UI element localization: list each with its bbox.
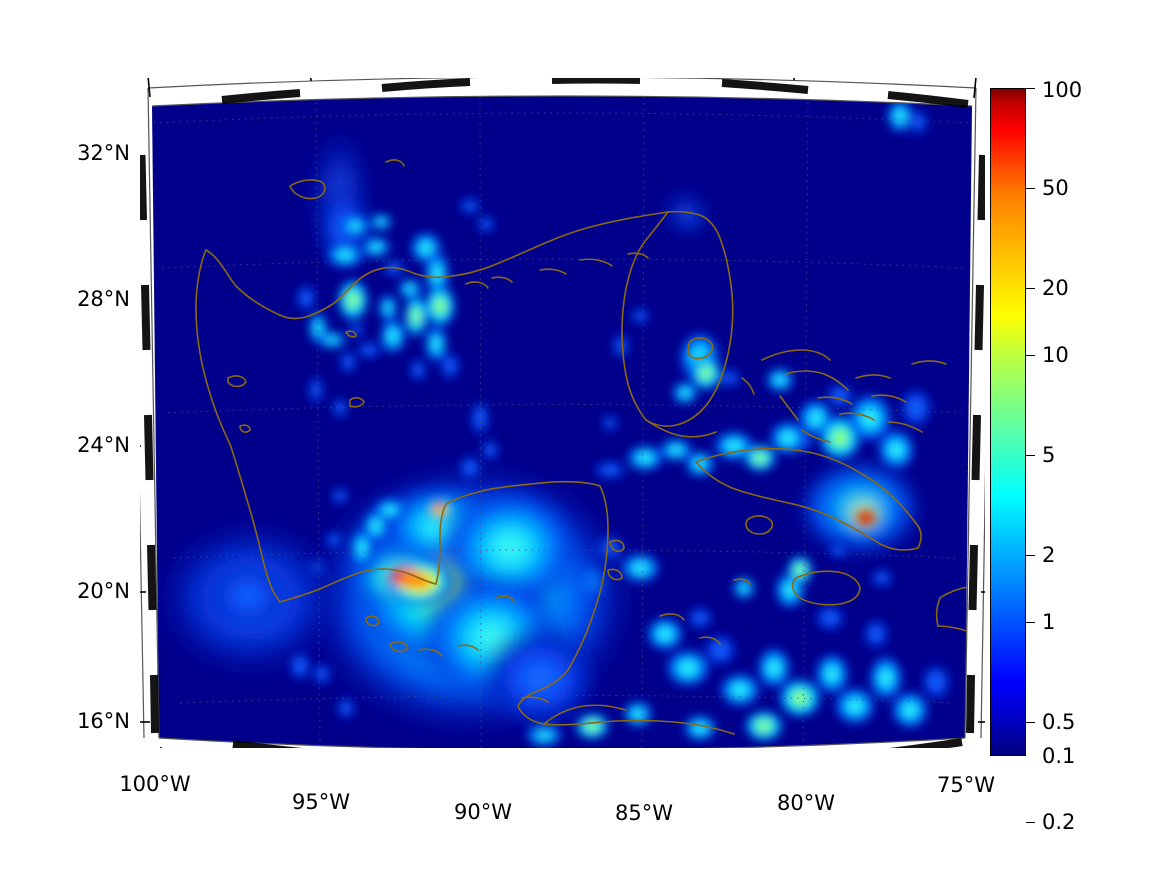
hotspot-gulf-speckles [295,197,496,419]
lon-tick-label-100W: 100°W [119,772,191,796]
hotspot-jamaica [686,541,894,630]
lat-tick-label-32N: 32°N [77,141,130,165]
colorbar-tick-1 [1026,622,1035,623]
hotspot-western-gulf-core [206,562,290,630]
colorbar-label-2: 2 [1042,543,1056,567]
colorbar-tick-20 [1026,288,1035,289]
colorbar-tick-2 [1026,555,1035,556]
hotspot-minor-cells [288,398,619,720]
map-data-layer [152,96,972,748]
lat-tick-label-28N: 28°N [77,287,130,311]
lon-tick-label-90W: 90°W [454,800,512,824]
colorbar-label-10: 10 [1042,343,1069,367]
colorbar-label-01: 0.1 [1042,744,1076,768]
hotspot-southern-cuba-core [857,511,875,525]
hotspot-yucatan-shelf [420,488,600,730]
lat-tick-label-16N: 16°N [77,709,130,733]
lon-tick-label-95W: 95°W [292,790,350,814]
colorbar[interactable]: 100 50 20 10 5 2 1 0.5 0.2 0.1 [990,78,1082,834]
lat-tick-label-20N: 20°N [77,579,130,603]
lon-tick-label-75W: 75°W [937,773,995,797]
lat-ticks [140,445,150,723]
colorbar-tick-50 [1026,188,1035,189]
colorbar-label-05: 0.5 [1042,710,1076,734]
colorbar-label-100: 100 [1042,78,1083,102]
colorbar-label-5: 5 [1042,443,1056,467]
map-plot-area[interactable]: 32°N 28°N 24°N 20°N 16°N 100°W 95°W 90°W… [77,78,995,825]
colorbar-tick-02 [1026,822,1035,823]
colorbar-tick-05 [1026,722,1035,723]
colorbar-label-1: 1 [1042,610,1056,634]
map-frame [140,78,985,748]
lon-tick-label-85W: 85°W [615,801,673,825]
colorbar-tick-100 [1026,88,1035,89]
colorbar-gradient [990,88,1026,756]
coastlines [195,159,972,735]
colorbar-tick-10 [1026,355,1035,356]
lon-tick-label-80W: 80°W [777,791,835,815]
colorbar-tick-5 [1026,455,1035,456]
lat-tick-label-24N: 24°N [77,433,130,457]
hotspot-florida-bigbend [661,189,709,233]
colorbar-label-02: 0.2 [1042,810,1076,834]
colorbar-label-20: 20 [1042,276,1069,300]
colorbar-label-50: 50 [1042,176,1069,200]
map-svg[interactable] [140,78,985,748]
